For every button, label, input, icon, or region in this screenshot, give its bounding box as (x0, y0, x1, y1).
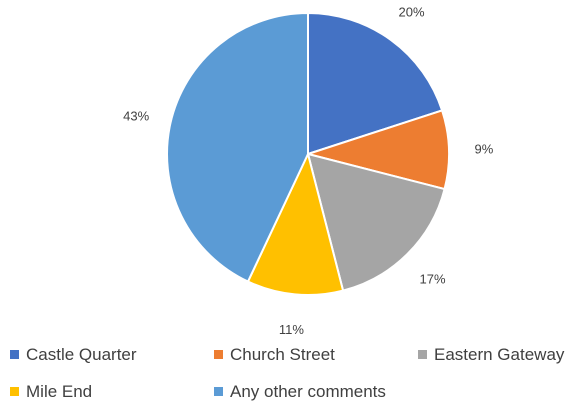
legend-item-eastern-gateway: Eastern Gateway (418, 345, 565, 364)
pie-slice-castle-quarter (307, 11, 444, 156)
legend-label-mile-end: Mile End (26, 382, 92, 401)
legend-item-church-street: Church Street (214, 345, 335, 364)
legend-label-castle-quarter: Castle Quarter (26, 345, 137, 364)
pie-slices (166, 11, 451, 296)
legend-swatch-any-other-comments (214, 387, 223, 396)
data-label-any-other-comments: 43% (123, 109, 149, 124)
pie-slice-mile-end (246, 151, 345, 296)
data-label-church-street: 9% (475, 142, 494, 157)
data-label-mile-end: 11% (279, 322, 304, 337)
data-label-castle-quarter: 20% (398, 5, 424, 20)
legend-swatch-eastern-gateway (418, 350, 427, 359)
legend: Castle Quarter Church Street Eastern Gatew… (10, 345, 565, 401)
legend-item-castle-quarter: Castle Quarter (10, 345, 137, 364)
pie-slice-any-other-comments (166, 11, 309, 283)
legend-label-eastern-gateway: Eastern Gateway (434, 345, 565, 364)
pie-data-labels: 20% 9% 17% 11% 43% (123, 5, 494, 338)
pie-slice-church-street (304, 109, 451, 191)
legend-label-any-other-comments: Any other comments (230, 382, 386, 401)
legend-label-church-street: Church Street (230, 345, 335, 364)
data-label-eastern-gateway: 17% (419, 272, 445, 287)
legend-swatch-church-street (214, 350, 223, 359)
pie-slice-eastern-gateway (306, 152, 446, 292)
legend-item-mile-end: Mile End (10, 382, 92, 401)
legend-item-any-other-comments: Any other comments (214, 382, 386, 401)
legend-swatch-castle-quarter (10, 350, 19, 359)
legend-swatch-mile-end (10, 387, 19, 396)
